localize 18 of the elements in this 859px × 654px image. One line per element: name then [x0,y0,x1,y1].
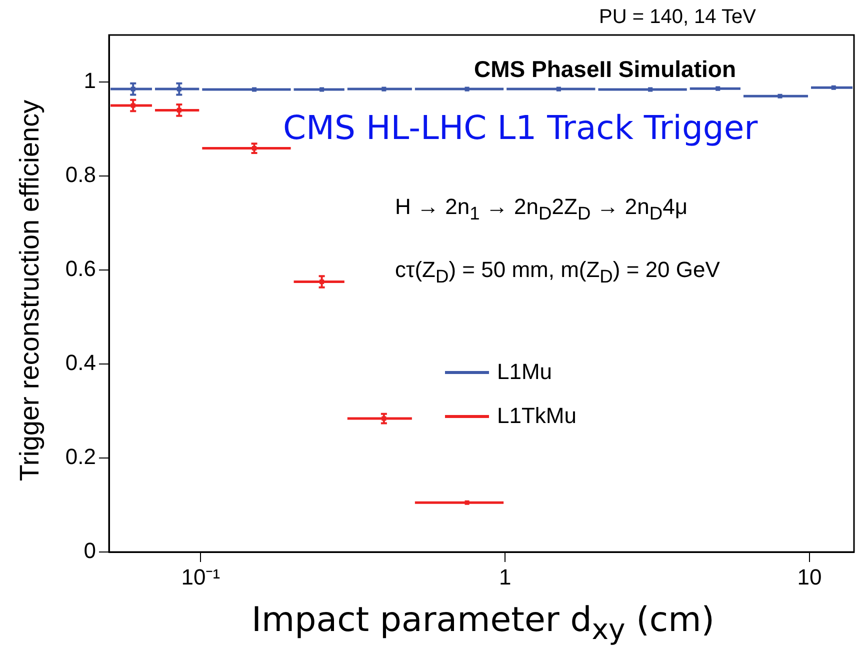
annotation: CMS HL-LHC L1 Track Trigger [283,108,758,147]
y-tick-label: 0.4 [65,350,96,376]
y-tick-label: 0.2 [65,444,96,470]
y-tick-label: 0.8 [65,162,96,188]
y-tick-label: 1 [84,68,96,94]
x-tick-label: 10 [797,564,822,590]
y-tick-label: 0 [84,538,96,564]
annotation: cτ(Z$_{D}$) = 50 mm, m(Z$_{D}$) = 20 GeV [395,257,720,288]
y-axis-title: Trigger reconstruction efficiency [14,98,46,484]
y-tick-label: 0.6 [65,256,96,282]
text: H → 2n$_{1}$ → 2n$_{D}$2Z$_{D}$ → 2n$_{D}$4μ [395,194,688,224]
annotation: CMS PhaseII Simulation [474,56,736,83]
x-tick-label: 1 [498,564,512,590]
x-tick-label: 10⁻¹ [181,564,220,590]
x-axis-title: Impact parameter d$_{xy}$ (cm) [250,600,716,646]
text: PU = 140, 14 TeV [599,6,756,29]
legend-label: L1Mu [497,359,552,385]
legend-label: L1TkMu [497,403,576,429]
